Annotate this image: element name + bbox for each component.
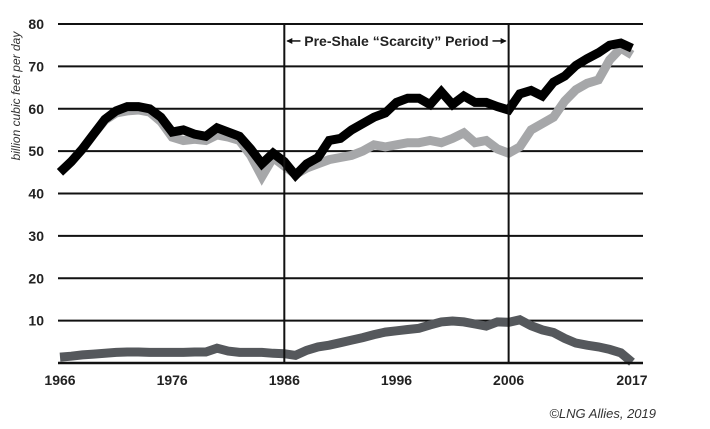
x-tick-label: 1976 — [157, 372, 188, 388]
vertical-markers — [283, 24, 510, 363]
y-axis-label: billion cubic feet per day — [9, 31, 23, 161]
y-tick-label: 60 — [28, 101, 44, 117]
y-tick-label: 30 — [28, 228, 44, 244]
y-tick-labels: 10 20 30 40 50 60 70 80 — [28, 16, 44, 329]
arrowhead-left-icon — [286, 37, 293, 44]
y-tick-label: 50 — [28, 143, 44, 159]
x-tick-label: 2006 — [493, 372, 524, 388]
series-black-line — [56, 38, 634, 183]
y-tick-label: 20 — [28, 270, 44, 286]
y-tick-label: 70 — [28, 58, 44, 74]
series-dark-gray-line — [59, 315, 635, 366]
annotation-pre-shale-period: Pre-Shale “Scarcity” Period — [286, 33, 507, 49]
x-tick-label: 2017 — [616, 372, 647, 388]
y-tick-label: 80 — [28, 16, 44, 32]
credit-text: ©LNG Allies, 2019 — [549, 406, 656, 421]
annotation-text: Pre-Shale “Scarcity” Period — [304, 33, 488, 49]
y-tick-label: 10 — [28, 313, 44, 329]
arrowhead-right-icon — [500, 37, 507, 44]
x-tick-label: 1996 — [381, 372, 412, 388]
series-lines — [56, 38, 635, 366]
x-tick-label: 1966 — [44, 372, 75, 388]
x-tick-labels: 1966 1976 1986 1996 2006 2017 — [44, 372, 647, 388]
y-tick-label: 40 — [28, 186, 44, 202]
grid-lines — [58, 23, 643, 322]
x-tick-label: 1986 — [269, 372, 300, 388]
